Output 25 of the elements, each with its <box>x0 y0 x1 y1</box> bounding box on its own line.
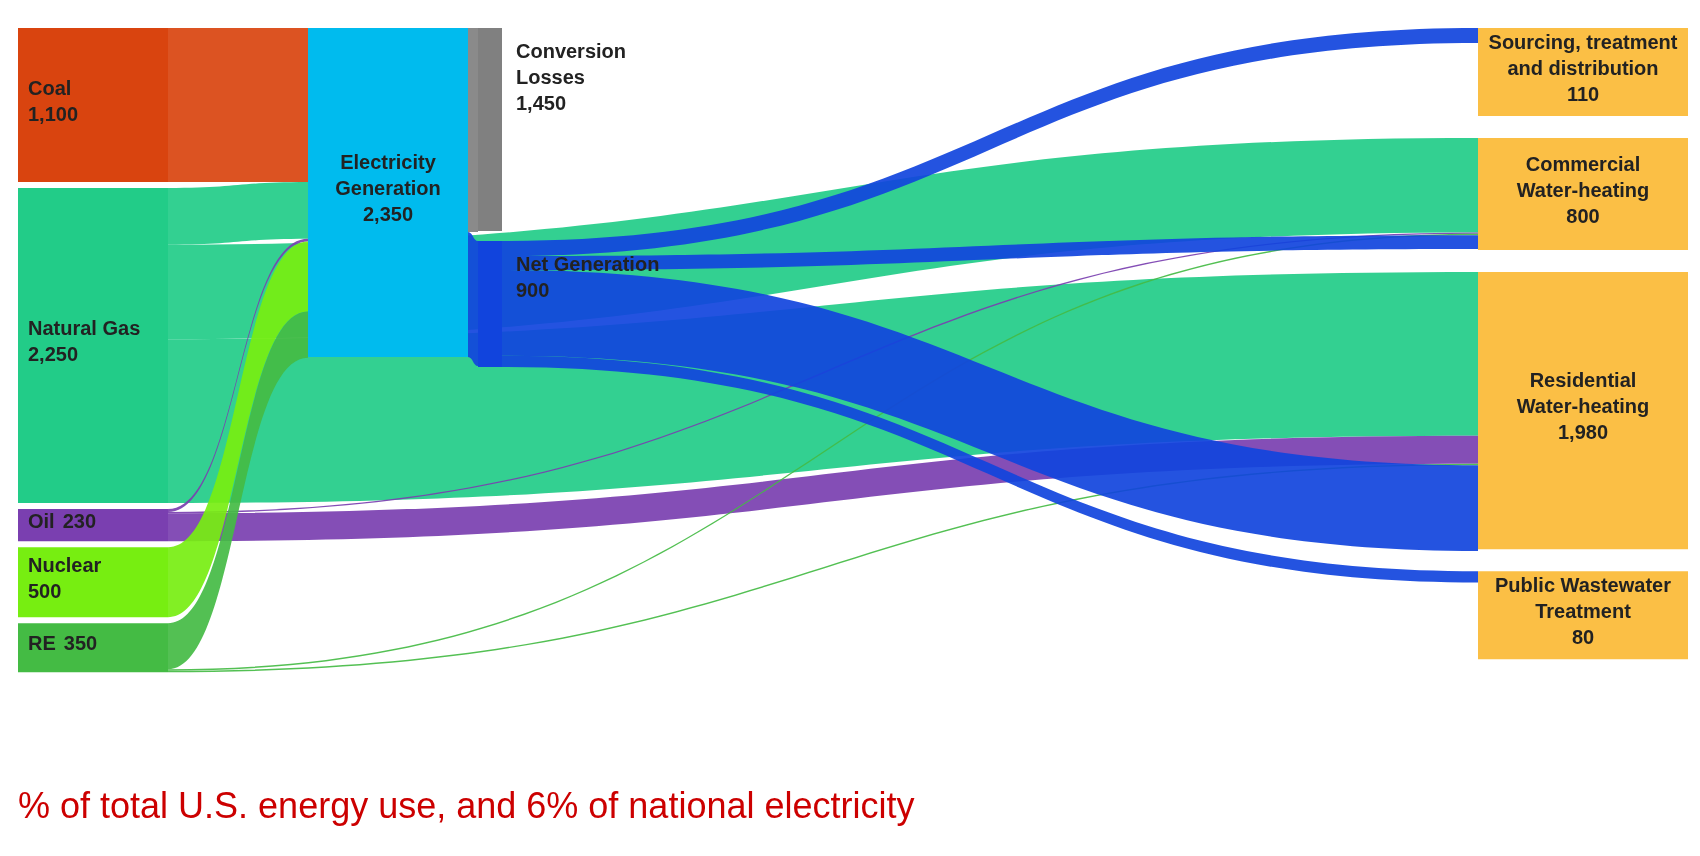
data-label: 900 <box>516 278 550 301</box>
category-label: Net Generation <box>516 252 660 275</box>
data-label: 2,350 <box>362 203 414 226</box>
data-label: 350 <box>63 632 98 655</box>
data-label: 1,450 <box>516 91 567 114</box>
data-label: 2,250 <box>28 343 79 366</box>
category-label: RE <box>28 632 56 655</box>
category-label: Conversion Losses <box>516 39 627 88</box>
category-label: Nuclear <box>28 553 102 576</box>
data-label: 230 <box>62 509 97 532</box>
category-label: Commercial Water-heating <box>1516 152 1650 201</box>
data-label: 500 <box>28 579 62 602</box>
category-label: Public Wastewater Treatment <box>1495 573 1672 622</box>
data-label: 800 <box>1566 204 1600 227</box>
data-label: 80 <box>1571 625 1595 648</box>
data-label: 1,100 <box>28 102 79 125</box>
data-label: 110 <box>1566 82 1600 105</box>
text: % of total U.S. energy use, and 6% of national electricity <box>18 785 915 826</box>
category-label: Electricity Generation <box>335 151 441 200</box>
category-label: Natural Gas <box>28 317 141 340</box>
category-label: Coal <box>28 76 72 99</box>
data-label: 1,980 <box>1557 421 1609 444</box>
category-label: Oil <box>28 509 55 532</box>
category-label: Sourcing, treatment and distribution <box>1488 30 1678 79</box>
category-label: Residential Water-heating <box>1516 369 1650 418</box>
